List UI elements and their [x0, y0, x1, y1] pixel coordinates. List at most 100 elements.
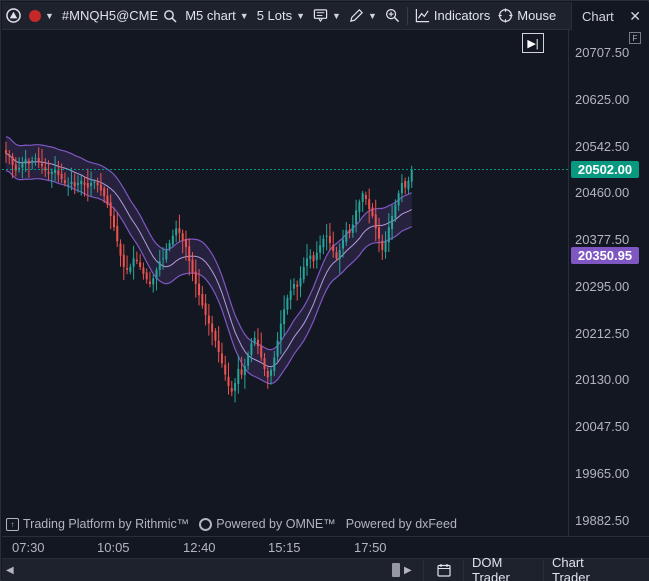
omne-logo-icon — [199, 517, 213, 531]
candle-down — [14, 164, 17, 171]
scroll-thumb[interactable] — [392, 562, 400, 577]
calendar-icon — [436, 564, 451, 577]
candle-down — [86, 183, 89, 188]
platform-watermark: ↑ Trading Platform by Rithmic™ Powered b… — [6, 517, 457, 531]
candle-up — [410, 169, 413, 182]
candle-up — [129, 266, 132, 272]
timeframe-dropdown[interactable]: M5 chart ▼ — [181, 2, 253, 30]
candle-up — [319, 245, 322, 253]
scroll-left-icon[interactable]: ◀ — [6, 564, 14, 576]
chart-toolbar: ▼ #MNQH5@CME M5 chart ▼ 5 Lots ▼ ▼ ▼ Ind… — [2, 2, 649, 30]
price-axis[interactable]: F 20707.50 20625.00 20542.50 20460.00 20377.… — [568, 30, 649, 536]
candle-up — [80, 180, 83, 185]
candle-up — [171, 235, 174, 245]
candle-up — [175, 228, 178, 236]
candle-down — [328, 235, 331, 244]
candle-down — [119, 243, 122, 256]
candle-down — [99, 184, 102, 191]
candle-down — [381, 240, 384, 250]
chart-type-button[interactable]: ▼ — [309, 2, 345, 30]
candle-down — [364, 195, 367, 199]
candle-down — [371, 207, 374, 216]
band-middle — [5, 153, 412, 368]
candle-down — [178, 228, 181, 233]
expand-icon[interactable]: ↑ — [6, 517, 19, 531]
candle-up — [34, 158, 37, 160]
candle-down — [217, 340, 220, 352]
candle-up — [286, 298, 289, 310]
indicator-price-tag: 20350.95 — [571, 246, 639, 264]
candle-up — [234, 383, 237, 391]
candle-up — [155, 269, 158, 279]
dxfeed-credit: Powered by dxFeed — [345, 517, 457, 531]
record-button[interactable]: ▼ — [25, 2, 58, 30]
candle-up — [361, 193, 364, 202]
candle-up — [289, 290, 292, 300]
time-axis[interactable]: 07:30 10:05 12:40 15:15 17:50 — [2, 536, 649, 558]
drawing-tools-button[interactable]: ▼ — [345, 2, 381, 30]
candle-up — [299, 278, 302, 287]
pencil-icon — [349, 9, 363, 22]
candle-up — [292, 283, 295, 289]
candle-down — [148, 281, 151, 284]
price-axis-label: 20377.50 — [575, 232, 630, 247]
scroll-to-latest-button[interactable]: ▶| — [522, 33, 544, 53]
price-axis-label: 20707.50 — [575, 45, 630, 60]
candle-up — [67, 184, 70, 186]
mouse-label: Mouse — [517, 8, 557, 23]
candle-up — [394, 204, 397, 219]
candle-down — [207, 315, 210, 324]
candle-up — [165, 249, 168, 260]
chart-canvas[interactable]: ▶| ↑ Trading Platform by Rithmic™ Powere… — [2, 30, 568, 536]
dom-trader-button[interactable]: DOM Trader — [463, 555, 543, 581]
calendar-button[interactable] — [423, 558, 463, 581]
band-lower — [5, 170, 412, 385]
candle-up — [162, 258, 165, 260]
band-upper — [5, 136, 412, 351]
symbol-label: #MNQH5@CME — [61, 8, 159, 23]
lots-dropdown[interactable]: 5 Lots ▼ — [253, 2, 309, 30]
candle-down — [335, 252, 338, 259]
candle-down — [27, 160, 30, 164]
candle-up — [387, 227, 390, 243]
candle-down — [181, 233, 184, 240]
candle-up — [90, 183, 93, 186]
candle-down — [37, 157, 40, 163]
tab-chart[interactable]: Chart ✕ — [571, 2, 649, 30]
candle-down — [296, 284, 299, 287]
timeframe-label: M5 chart — [185, 8, 236, 23]
candle-up — [351, 224, 354, 233]
price-axis-label: 20130.00 — [575, 372, 630, 388]
candle-up — [21, 162, 24, 168]
candle-down — [8, 155, 11, 157]
price-axis-label: 20542.50 — [575, 138, 630, 154]
candle-down — [201, 293, 204, 306]
chevron-down-icon: ▼ — [45, 10, 54, 21]
candle-down — [116, 225, 119, 242]
candle-down — [83, 182, 86, 185]
price-axis-label: 20047.50 — [575, 419, 630, 434]
candle-down — [135, 260, 138, 262]
candle-down — [96, 182, 99, 186]
app-logo-icon[interactable] — [2, 2, 25, 30]
format-toggle-icon[interactable]: F — [629, 32, 641, 44]
horizontal-scrollbar[interactable]: ◀ ▶ — [2, 559, 413, 581]
scroll-right-icon[interactable]: ▶ — [404, 564, 412, 576]
candle-up — [31, 160, 34, 162]
candle-up — [247, 354, 250, 366]
close-icon[interactable]: ✕ — [629, 7, 641, 24]
candle-down — [139, 262, 142, 267]
candle-down — [106, 195, 109, 205]
zoom-button[interactable] — [381, 2, 404, 30]
symbol-selector[interactable]: #MNQH5@CME — [58, 2, 181, 30]
candle-down — [211, 323, 214, 333]
chart-trader-button[interactable]: Chart Trader — [543, 555, 625, 581]
candle-down — [224, 364, 227, 375]
candle-down — [122, 254, 125, 267]
price-axis-label: 20460.00 — [575, 185, 630, 201]
candle-up — [70, 181, 73, 185]
candle-down — [348, 230, 351, 233]
time-axis-label: 07:30 — [12, 540, 45, 555]
indicators-button[interactable]: Indicators — [411, 2, 494, 30]
